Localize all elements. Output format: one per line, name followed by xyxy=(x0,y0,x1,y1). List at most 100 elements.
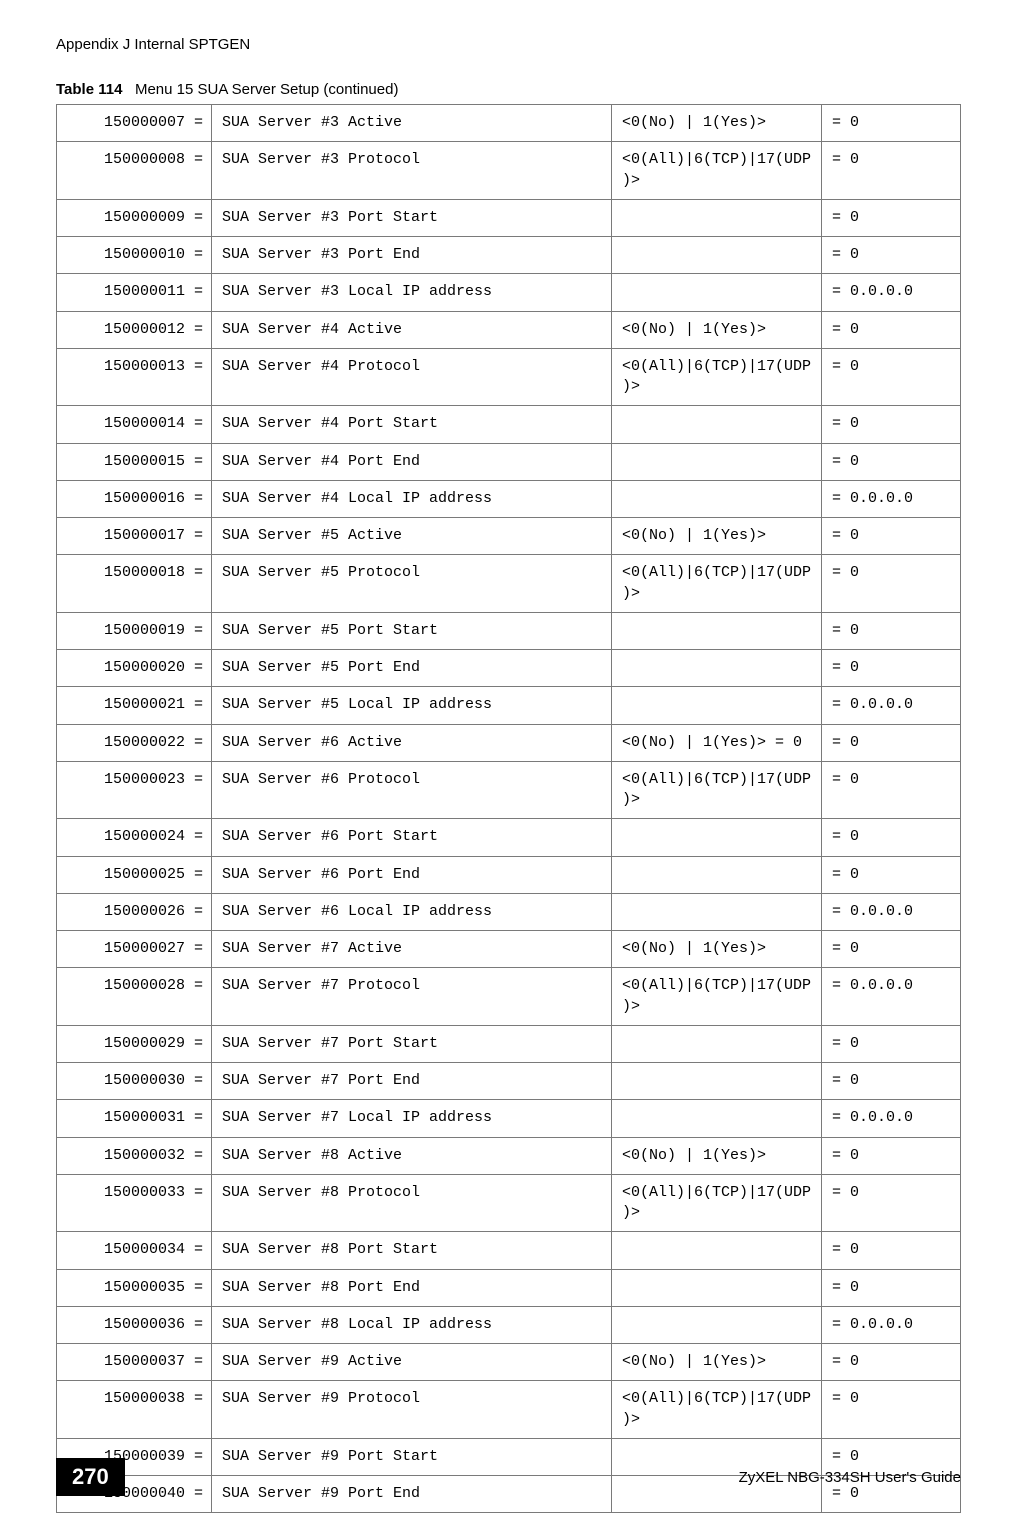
field-value: = 0 xyxy=(822,819,961,856)
field-options: <0(All)|6(TCP)|17(UDP)> xyxy=(612,348,822,406)
table-row: 150000016 =SUA Server #4 Local IP addres… xyxy=(57,480,961,517)
field-name: SUA Server #5 Active xyxy=(212,518,612,555)
field-name: SUA Server #5 Local IP address xyxy=(212,687,612,724)
field-options xyxy=(612,406,822,443)
table-row: 150000008 =SUA Server #3 Protocol<0(All)… xyxy=(57,142,961,200)
field-options: <0(All)|6(TCP)|17(UDP)> xyxy=(612,1381,822,1439)
field-options: <0(No) | 1(Yes)> = 0 xyxy=(612,724,822,761)
field-options: <0(All)|6(TCP)|17(UDP)> xyxy=(612,1174,822,1232)
field-value: = 0 xyxy=(822,1137,961,1174)
field-options: <0(All)|6(TCP)|17(UDP)> xyxy=(612,968,822,1026)
field-id: 150000027 = xyxy=(57,931,212,968)
field-id: 150000033 = xyxy=(57,1174,212,1232)
table-caption: Table 114 Menu 15 SUA Server Setup (cont… xyxy=(56,81,961,98)
field-value: = 0 xyxy=(822,142,961,200)
field-id: 150000038 = xyxy=(57,1381,212,1439)
field-value: = 0 xyxy=(822,1025,961,1062)
field-options: <0(No) | 1(Yes)> xyxy=(612,1137,822,1174)
table-row: 150000017 =SUA Server #5 Active<0(No) | … xyxy=(57,518,961,555)
field-name: SUA Server #8 Port Start xyxy=(212,1232,612,1269)
field-name: SUA Server #4 Protocol xyxy=(212,348,612,406)
field-options xyxy=(612,1232,822,1269)
table-row: 150000020 =SUA Server #5 Port End= 0 xyxy=(57,650,961,687)
field-id: 150000022 = xyxy=(57,724,212,761)
field-id: 150000014 = xyxy=(57,406,212,443)
field-id: 150000021 = xyxy=(57,687,212,724)
table-row: 150000031 =SUA Server #7 Local IP addres… xyxy=(57,1100,961,1137)
field-options xyxy=(612,687,822,724)
field-id: 150000036 = xyxy=(57,1306,212,1343)
field-name: SUA Server #7 Port End xyxy=(212,1063,612,1100)
field-value: = 0.0.0.0 xyxy=(822,480,961,517)
field-name: SUA Server #8 Port End xyxy=(212,1269,612,1306)
field-id: 150000029 = xyxy=(57,1025,212,1062)
table-row: 150000035 =SUA Server #8 Port End = 0 xyxy=(57,1269,961,1306)
field-value: = 0 xyxy=(822,199,961,236)
field-name: SUA Server #7 Active xyxy=(212,931,612,968)
field-options: <0(All)|6(TCP)|17(UDP)> xyxy=(612,555,822,613)
field-value: = 0 xyxy=(822,612,961,649)
table-row: 150000026 =SUA Server #6 Local IP addres… xyxy=(57,893,961,930)
field-id: 150000031 = xyxy=(57,1100,212,1137)
field-value: = 0 xyxy=(822,724,961,761)
table-row: 150000033 =SUA Server #8 Protocol<0(All)… xyxy=(57,1174,961,1232)
field-value: = 0 xyxy=(822,931,961,968)
field-options xyxy=(612,893,822,930)
running-header: Appendix J Internal SPTGEN xyxy=(56,36,961,53)
field-id: 150000017 = xyxy=(57,518,212,555)
field-value: = 0 xyxy=(822,1063,961,1100)
field-value: = 0 xyxy=(822,1269,961,1306)
field-name: SUA Server #7 Local IP address xyxy=(212,1100,612,1137)
table-row: 150000011 =SUA Server #3 Local IP addres… xyxy=(57,274,961,311)
field-value: = 0.0.0.0 xyxy=(822,893,961,930)
field-options xyxy=(612,1100,822,1137)
field-options: <0(All)|6(TCP)|17(UDP)> xyxy=(612,761,822,819)
field-id: 150000018 = xyxy=(57,555,212,613)
field-name: SUA Server #4 Local IP address xyxy=(212,480,612,517)
field-id: 150000035 = xyxy=(57,1269,212,1306)
field-name: SUA Server #6 Port Start xyxy=(212,819,612,856)
table-title-text: Menu 15 SUA Server Setup (continued) xyxy=(135,81,398,98)
field-value: = 0 xyxy=(822,311,961,348)
guide-title: ZyXEL NBG-334SH User's Guide xyxy=(125,1469,961,1486)
field-options: <0(No) | 1(Yes)> xyxy=(612,931,822,968)
table-row: 150000024 =SUA Server #6 Port Start = 0 xyxy=(57,819,961,856)
field-id: 150000024 = xyxy=(57,819,212,856)
field-name: SUA Server #3 Port End xyxy=(212,237,612,274)
field-options: <0(No) | 1(Yes)> xyxy=(612,105,822,142)
field-name: SUA Server #6 Local IP address xyxy=(212,893,612,930)
field-name: SUA Server #6 Protocol xyxy=(212,761,612,819)
field-options xyxy=(612,1306,822,1343)
page-number: 270 xyxy=(56,1458,125,1496)
field-name: SUA Server #3 Active xyxy=(212,105,612,142)
table-number: Table 114 xyxy=(56,81,122,98)
field-id: 150000009 = xyxy=(57,199,212,236)
field-name: SUA Server #6 Active xyxy=(212,724,612,761)
field-value: = 0 xyxy=(822,1344,961,1381)
field-value: = 0.0.0.0 xyxy=(822,968,961,1026)
table-row: 150000019 =SUA Server #5 Port Start= 0 xyxy=(57,612,961,649)
table-row: 150000029 =SUA Server #7 Port Start = 0 xyxy=(57,1025,961,1062)
table-row: 150000007 =SUA Server #3 Active<0(No) | … xyxy=(57,105,961,142)
field-name: SUA Server #7 Port Start xyxy=(212,1025,612,1062)
field-value: = 0.0.0.0 xyxy=(822,687,961,724)
field-id: 150000034 = xyxy=(57,1232,212,1269)
field-id: 150000010 = xyxy=(57,237,212,274)
field-id: 150000012 = xyxy=(57,311,212,348)
table-row: 150000032 =SUA Server #8 Active<0(No) | … xyxy=(57,1137,961,1174)
field-name: SUA Server #3 Protocol xyxy=(212,142,612,200)
table-row: 150000025 =SUA Server #6 Port End= 0 xyxy=(57,856,961,893)
field-options xyxy=(612,650,822,687)
field-name: SUA Server #3 Port Start xyxy=(212,199,612,236)
field-options xyxy=(612,237,822,274)
field-value: = 0 xyxy=(822,348,961,406)
field-value: = 0 xyxy=(822,1381,961,1439)
field-id: 150000015 = xyxy=(57,443,212,480)
field-options xyxy=(612,1269,822,1306)
field-value: = 0 xyxy=(822,406,961,443)
field-id: 150000028 = xyxy=(57,968,212,1026)
field-name: SUA Server #4 Port Start xyxy=(212,406,612,443)
table-row: 150000010 =SUA Server #3 Port End= 0 xyxy=(57,237,961,274)
field-id: 150000030 = xyxy=(57,1063,212,1100)
table-row: 150000037 =SUA Server #9 Active<0(No) | … xyxy=(57,1344,961,1381)
